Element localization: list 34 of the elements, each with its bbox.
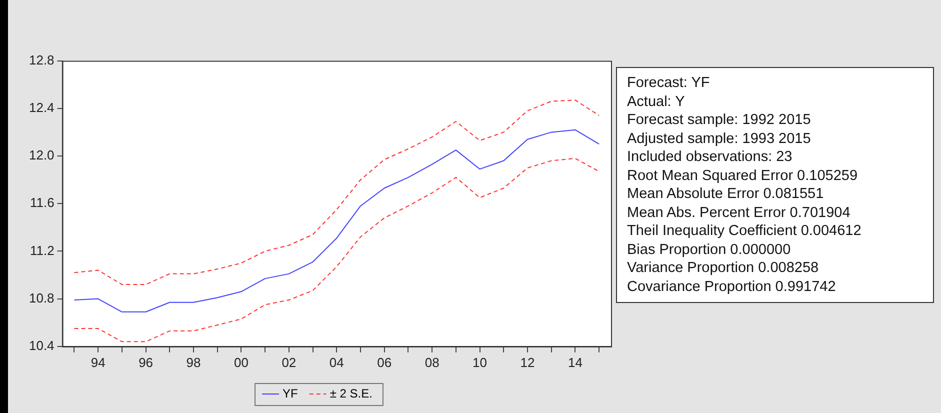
text: Included observations: 23 [627, 148, 794, 166]
text: Covariance Proportion 0.991742 [627, 278, 837, 296]
text: Bias Proportion 0.000000 [627, 240, 792, 259]
x-tick-label: 10 [472, 354, 488, 370]
legend-label: YF [282, 386, 298, 400]
text: Theil Inequality Coefficient 0.004612 [627, 222, 862, 240]
y-tick-label: 11.6 [30, 195, 54, 210]
x-tick-label: 12 [520, 354, 535, 370]
text: Actual: Y [627, 92, 686, 111]
y-tick-label: 10.8 [28, 290, 54, 306]
x-tick-label: 08 [424, 354, 440, 370]
x-tick-label: 00 [234, 354, 248, 370]
y-tick-label: 11.2 [30, 242, 54, 258]
text: Adjusted sample: 1993 2015 [627, 130, 812, 148]
x-tick-label: 96 [138, 354, 154, 370]
text: Mean Absolute Error 0.081551 [627, 185, 825, 204]
x-tick-label: 04 [329, 354, 344, 370]
text: Forecast sample: 1992 2015 [627, 111, 812, 130]
text: Mean Abs. Percent Error 0.701904 [627, 204, 852, 222]
legend-label: ± 2 S.E. [330, 386, 372, 400]
x-tick-label: 02 [282, 354, 296, 370]
y-tick-label: 10.4 [28, 338, 54, 353]
x-tick-label: 06 [377, 354, 392, 370]
x-tick-label: 94 [90, 354, 106, 370]
x-tick-label: 14 [568, 354, 582, 370]
line-series [74, 158, 600, 342]
y-tick-label: 12.4 [28, 100, 54, 115]
text: Forecast: YF [627, 74, 711, 92]
line-series [74, 100, 600, 286]
x-tick-label: 98 [186, 354, 201, 370]
text: Root Mean Squared Error 0.105259 [627, 166, 859, 185]
text: Variance Proportion 0.008258 [627, 259, 820, 278]
y-tick-label: 12.0 [28, 148, 54, 163]
y-tick-label: 12.8 [28, 52, 54, 68]
